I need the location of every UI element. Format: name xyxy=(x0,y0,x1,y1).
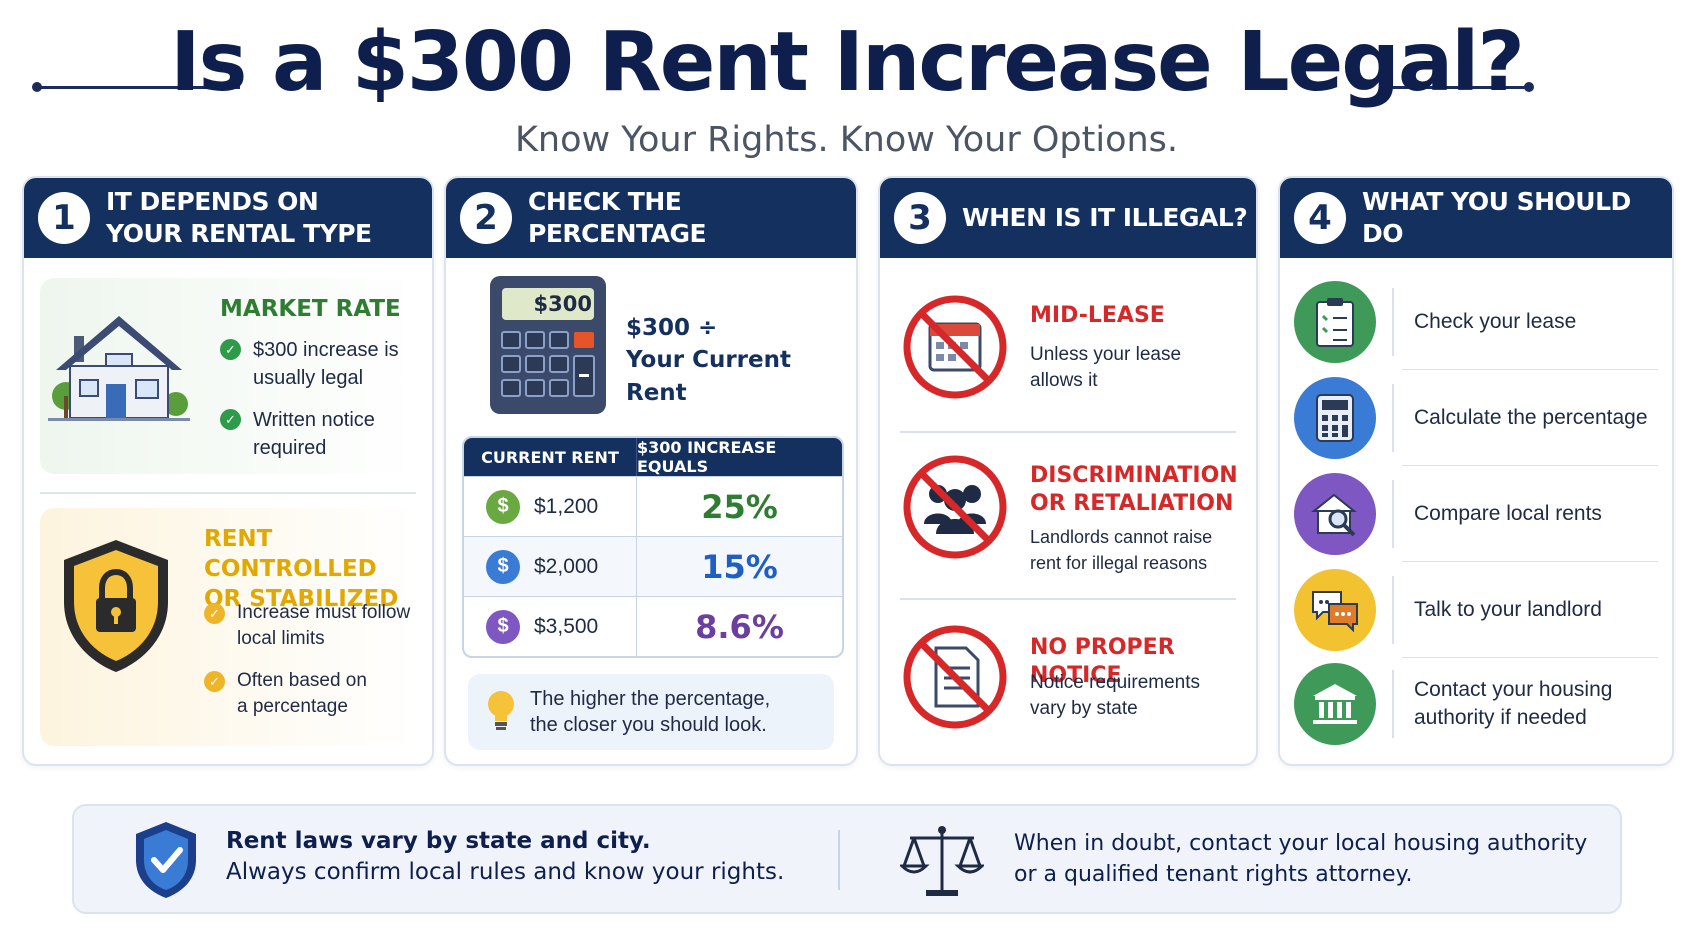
step-number: 4 xyxy=(1294,192,1346,244)
section-divider xyxy=(900,431,1236,433)
rent-controlled-point: ✓ Increase must follow local limits xyxy=(204,600,410,652)
rent-controlled-heading: RENT CONTROLLED OR STABILIZED xyxy=(204,526,399,612)
tip-box: The higher the percentage, the closer yo… xyxy=(468,674,834,750)
footer-divider xyxy=(838,830,840,890)
market-rate-heading: MARKET RATE xyxy=(220,296,401,322)
step-number: 1 xyxy=(38,192,90,244)
step-label: Calculate the percentage xyxy=(1414,406,1648,429)
percent-value: 15% xyxy=(701,547,778,586)
table-header: CURRENT RENT $300 INCREASE EQUALS xyxy=(464,438,842,476)
government-building-icon xyxy=(1294,663,1376,745)
check-icon: ✓ xyxy=(204,603,225,624)
step-number: 3 xyxy=(894,192,946,244)
panel-check-percentage: 2 CHECK THE PERCENTAGE $300 $300 ÷ Your … xyxy=(444,176,858,766)
scales-of-justice-icon xyxy=(900,826,984,896)
panel-header: 1 IT DEPENDS ON YOUR RENTAL TYPE xyxy=(24,178,432,258)
chat-bubbles-icon xyxy=(1294,569,1376,651)
footer-advice: When in doubt, contact your local housin… xyxy=(1014,831,1588,887)
formula-line-1: $300 ÷ xyxy=(626,315,718,341)
calendar-ban-icon xyxy=(903,295,1007,399)
illegal-description: Unless your lease allows it xyxy=(1030,344,1182,391)
check-icon: ✓ xyxy=(220,409,241,430)
step-number: 2 xyxy=(460,192,512,244)
shield-check-icon xyxy=(136,822,196,898)
step-item: Compare local rents xyxy=(1294,470,1658,562)
step-label: Contact your housing authority if needed xyxy=(1414,678,1613,729)
header: Is a $300 Rent Increase Legal? Know Your… xyxy=(0,8,1693,160)
step-label: Check your lease xyxy=(1414,310,1577,333)
calculator-icon xyxy=(490,276,606,414)
step-item: Check your lease xyxy=(1294,278,1658,370)
table-row: $ $1,200 25% xyxy=(464,476,842,536)
shield-lock-icon xyxy=(64,540,168,672)
market-rate-section: MARKET RATE ✓ $300 increase is usually l… xyxy=(40,278,420,474)
page-subtitle: Know Your Rights. Know Your Options. xyxy=(514,120,1179,160)
panel-when-illegal: 3 WHEN IS IT ILLEGAL? MID-LEASE Unless y… xyxy=(878,176,1258,766)
tip-text: The higher the percentage, the closer yo… xyxy=(530,688,771,736)
rent-controlled-point: ✓ Often based on a percentage xyxy=(204,668,367,720)
document-ban-icon xyxy=(903,625,1007,729)
title-rule-left xyxy=(32,82,240,92)
section-divider xyxy=(40,492,416,494)
step-label: Talk to your landlord xyxy=(1414,598,1602,621)
illegal-heading: MID-LEASE xyxy=(1030,303,1165,328)
rent-controlled-section: RENT CONTROLLED OR STABILIZED ✓ Increase… xyxy=(40,508,420,746)
step-item: Talk to your landlord xyxy=(1294,566,1658,658)
col-header-increase: $300 INCREASE EQUALS xyxy=(637,438,777,476)
rent-value: $1,200 xyxy=(534,494,599,518)
step-item: Calculate the percentage xyxy=(1294,374,1658,466)
rent-value: $3,500 xyxy=(534,614,599,638)
rent-value: $2,000 xyxy=(534,554,599,578)
illegal-heading: NO PROPER NOTICE xyxy=(1030,635,1175,688)
dollar-coin-icon: $ xyxy=(486,489,520,524)
panel-header: 2 CHECK THE PERCENTAGE xyxy=(446,178,856,258)
panel-header: 4 WHAT YOU SHOULD DO xyxy=(1280,178,1672,258)
footer-banner: Rent laws vary by state and city. Always… xyxy=(72,804,1622,914)
lightbulb-icon xyxy=(488,691,514,730)
market-rate-point: ✓ $300 increase is usually legal xyxy=(220,336,399,392)
table-row: $ $3,500 8.6% xyxy=(464,596,842,656)
panel-title: IT DEPENDS ON YOUR RENTAL TYPE xyxy=(106,187,372,248)
panel-rental-type: 1 IT DEPENDS ON YOUR RENTAL TYPE MARKET … xyxy=(22,176,434,766)
check-icon: ✓ xyxy=(204,671,225,692)
house-search-icon xyxy=(1294,473,1376,555)
panel-header: 3 WHEN IS IT ILLEGAL? xyxy=(880,178,1256,258)
step-label: Compare local rents xyxy=(1414,502,1602,525)
dollar-coin-icon: $ xyxy=(486,549,520,584)
percentage-table: CURRENT RENT $300 INCREASE EQUALS $ $1,20… xyxy=(462,436,844,658)
house-icon xyxy=(48,316,190,421)
check-icon: ✓ xyxy=(220,339,241,360)
people-ban-icon xyxy=(903,455,1007,559)
calculator-display: $300 xyxy=(533,292,592,316)
panel-title: CHECK THE PERCENTAGE xyxy=(528,187,707,248)
calculator-icon xyxy=(1294,377,1376,459)
title-rule-right xyxy=(1386,82,1534,92)
clipboard-icon xyxy=(1294,281,1376,363)
panel-what-to-do: 4 WHAT YOU SHOULD DO Check your lease Ca… xyxy=(1278,176,1674,766)
step-item: Contact your housing authority if needed xyxy=(1294,660,1658,748)
col-header-current-rent: CURRENT RENT xyxy=(464,438,637,476)
section-divider xyxy=(900,598,1236,600)
illegal-heading: DISCRIMINATION OR RETALIATION xyxy=(1030,463,1238,516)
table-row: $ $2,000 15% xyxy=(464,536,842,596)
percent-value: 8.6% xyxy=(695,607,784,646)
panel-title: WHAT YOU SHOULD DO xyxy=(1362,187,1631,248)
page-title: Is a $300 Rent Increase Legal? xyxy=(170,15,1525,110)
dollar-coin-icon: $ xyxy=(486,609,520,644)
illegal-description: Landlords cannot raise rent for illegal … xyxy=(1030,527,1213,573)
footer-notice-bold: Rent laws vary by state and city. xyxy=(226,828,651,854)
formula-line-2: Your Current Rent xyxy=(626,347,791,406)
illegal-description: Notice requirements vary by state xyxy=(1030,672,1201,719)
footer-notice-text: Always confirm local rules and know your… xyxy=(226,859,785,885)
market-rate-point: ✓ Written notice required xyxy=(220,406,375,462)
percent-value: 25% xyxy=(701,487,778,526)
panel-title: WHEN IS IT ILLEGAL? xyxy=(962,203,1248,232)
